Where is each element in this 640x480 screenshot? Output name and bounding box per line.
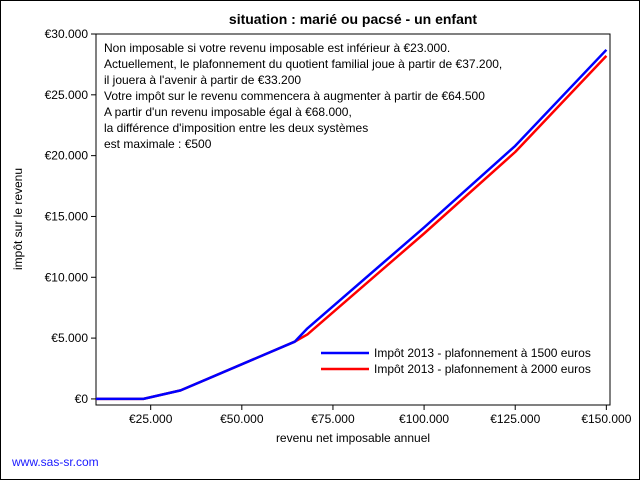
series-line-1: [96, 48, 608, 401]
x-tick-label: €25.000: [129, 412, 173, 426]
y-axis: €0 €5.000 €10.000 €15.000 €20.000 €25.000 €30.…: [45, 27, 96, 406]
series-layer: [96, 48, 608, 401]
y-tick-label: €20.000: [45, 149, 89, 163]
x-tick-label: €75.000: [311, 412, 355, 426]
y-tick-label: €10.000: [45, 270, 89, 284]
footer-link[interactable]: www.sas-sr.com: [12, 455, 99, 469]
chart-title: situation : marié ou pacsé - un enfant: [229, 11, 477, 27]
y-tick-label: €15.000: [45, 209, 89, 223]
plot-area: [95, 33, 611, 406]
x-axis: €25.000 €50.000 €75.000 €100.000 €125.000 €15…: [129, 405, 632, 426]
annotation-line: la différence d'imposition entre les deu…: [104, 121, 368, 135]
annotations-block: Non imposable si votre revenu imposable …: [104, 41, 502, 151]
annotation-line: est maximale : €500: [104, 137, 212, 151]
legend: Impôt 2013 - plafonnement à 1500 euros Im…: [321, 346, 591, 376]
y-tick-label: €30.000: [45, 27, 89, 41]
annotation-line: A partir d'un revenu imposable égal à €6…: [104, 105, 352, 119]
legend-label-1: Impôt 2013 - plafonnement à 1500 euros: [374, 346, 591, 360]
annotation-line: Actuellement, le plafonnement du quotien…: [104, 57, 502, 71]
x-axis-label: revenu net imposable annuel: [276, 431, 430, 445]
x-tick-label: €125.000: [490, 412, 540, 426]
y-tick-label: €5.000: [51, 331, 88, 345]
y-tick-label: €0: [75, 392, 89, 406]
annotation-line: Votre impôt sur le revenu commencera à a…: [104, 89, 485, 103]
legend-label-2: Impôt 2013 - plafonnement à 2000 euros: [374, 362, 591, 376]
x-tick-label: €100.000: [399, 412, 449, 426]
y-tick-label: €25.000: [45, 88, 89, 102]
annotation-line: Non imposable si votre revenu imposable …: [104, 41, 450, 55]
annotation-line: il jouera à l'avenir à partir de €33.200: [104, 73, 301, 87]
y-axis-label: impôt sur le revenu: [11, 168, 25, 270]
x-tick-label: €150.000: [581, 412, 631, 426]
x-tick-label: €50.000: [220, 412, 264, 426]
